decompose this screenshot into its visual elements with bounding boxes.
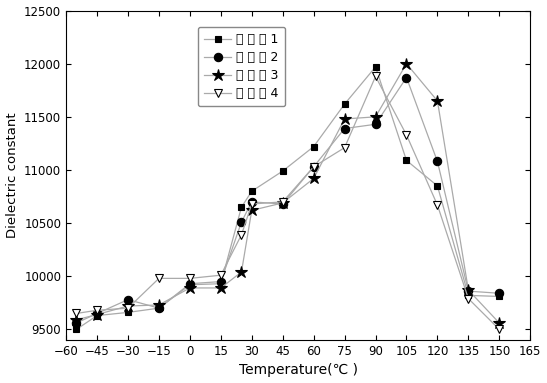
实 施 例 2 [403, 75, 410, 80]
Line: 实 施 例 1: 实 施 例 1 [73, 64, 503, 333]
实 施 例 3 [310, 176, 317, 181]
实 施 例 1 [73, 327, 80, 332]
实 施 例 3 [465, 288, 472, 292]
实 施 例 1 [187, 283, 193, 287]
实 施 例 1 [156, 306, 162, 311]
实 施 例 3 [248, 208, 255, 213]
实 施 例 4 [73, 311, 80, 316]
实 施 例 1 [310, 144, 317, 149]
实 施 例 2 [341, 126, 348, 131]
实 施 例 1 [403, 158, 410, 163]
实 施 例 4 [125, 306, 131, 311]
实 施 例 1 [238, 205, 245, 210]
实 施 例 1 [496, 294, 503, 299]
实 施 例 2 [310, 164, 317, 169]
实 施 例 2 [238, 220, 245, 224]
实 施 例 3 [156, 303, 162, 307]
实 施 例 3 [218, 286, 224, 290]
实 施 例 3 [73, 318, 80, 322]
实 施 例 3 [496, 321, 503, 325]
实 施 例 1 [94, 313, 100, 318]
Line: 实 施 例 4: 实 施 例 4 [72, 72, 503, 334]
实 施 例 2 [280, 202, 286, 206]
实 施 例 4 [156, 276, 162, 281]
实 施 例 1 [248, 189, 255, 193]
实 施 例 1 [218, 282, 224, 286]
实 施 例 1 [280, 169, 286, 173]
实 施 例 2 [248, 200, 255, 204]
实 施 例 4 [238, 232, 245, 237]
实 施 例 4 [465, 296, 472, 301]
实 施 例 2 [187, 282, 193, 286]
实 施 例 3 [125, 304, 131, 308]
实 施 例 3 [94, 312, 100, 317]
Legend: 实 施 例 1, 实 施 例 2, 实 施 例 3, 实 施 例 4: 实 施 例 1, 实 施 例 2, 实 施 例 3, 实 施 例 4 [197, 27, 285, 106]
实 施 例 1 [125, 310, 131, 315]
实 施 例 2 [465, 289, 472, 293]
实 施 例 2 [73, 321, 80, 325]
实 施 例 4 [341, 146, 348, 150]
实 施 例 1 [373, 65, 379, 69]
实 施 例 3 [238, 270, 245, 274]
实 施 例 4 [373, 74, 379, 79]
实 施 例 2 [496, 291, 503, 296]
实 施 例 4 [187, 276, 193, 281]
实 施 例 1 [465, 293, 472, 298]
实 施 例 1 [434, 183, 441, 188]
实 施 例 2 [434, 159, 441, 164]
实 施 例 3 [280, 201, 286, 205]
实 施 例 2 [373, 122, 379, 126]
实 施 例 4 [94, 308, 100, 313]
实 施 例 4 [496, 327, 503, 332]
实 施 例 4 [218, 273, 224, 278]
实 施 例 4 [248, 202, 255, 206]
实 施 例 4 [434, 203, 441, 207]
实 施 例 3 [434, 98, 441, 103]
实 施 例 3 [373, 115, 379, 119]
X-axis label: Temperature(℃ ): Temperature(℃ ) [238, 363, 358, 377]
Line: 实 施 例 2: 实 施 例 2 [72, 74, 503, 327]
Line: 实 施 例 3: 实 施 例 3 [70, 57, 505, 329]
实 施 例 3 [187, 286, 193, 290]
实 施 例 2 [125, 297, 131, 302]
实 施 例 2 [218, 279, 224, 284]
实 施 例 4 [403, 133, 410, 137]
实 施 例 4 [310, 164, 317, 169]
实 施 例 2 [94, 311, 100, 316]
实 施 例 3 [403, 61, 410, 66]
实 施 例 1 [341, 102, 348, 106]
实 施 例 3 [341, 117, 348, 121]
实 施 例 2 [156, 306, 162, 311]
实 施 例 4 [280, 200, 286, 204]
Y-axis label: Dielectric constant: Dielectric constant [5, 113, 19, 238]
